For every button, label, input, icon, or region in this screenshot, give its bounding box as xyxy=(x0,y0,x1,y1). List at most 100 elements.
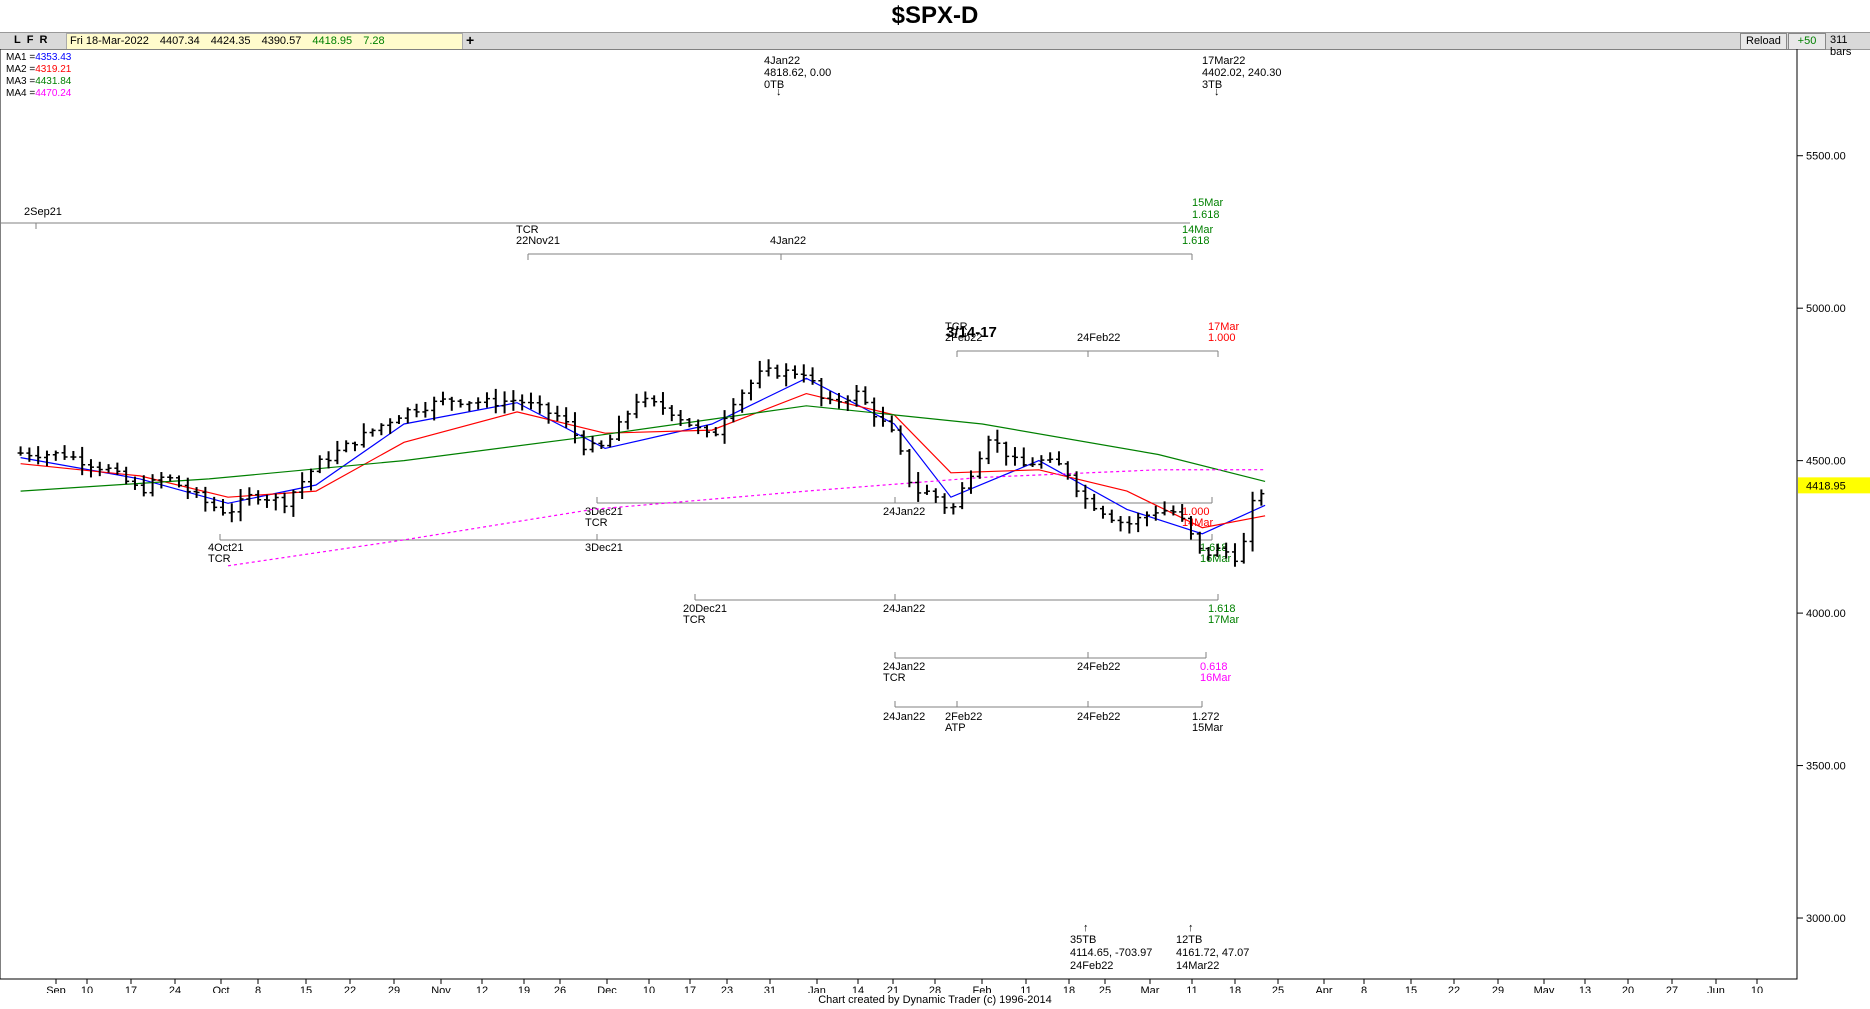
lfr-buttons[interactable]: LFR xyxy=(14,34,53,46)
price-bar xyxy=(703,425,710,438)
price-bar xyxy=(791,365,798,379)
price-bar xyxy=(26,447,33,462)
projection-end-label: 14Mar xyxy=(1182,224,1214,236)
price-bar xyxy=(510,390,517,411)
ma-legend-label: MA3 = xyxy=(6,76,35,87)
price-bar xyxy=(1179,504,1186,522)
arrow-down-icon: ↓ xyxy=(776,86,782,98)
add-icon[interactable]: + xyxy=(466,32,475,48)
price-bar xyxy=(774,364,781,379)
price-bar xyxy=(307,468,314,491)
price-bar xyxy=(800,364,807,383)
annotation-text: 4818.62, 0.00 xyxy=(764,67,831,79)
price-bar xyxy=(343,440,350,453)
projection-label: 24Feb22 xyxy=(1077,332,1120,344)
price-bar xyxy=(1170,505,1177,516)
ma-legend-1: MA1 =4353.43 xyxy=(6,52,72,63)
price-bar xyxy=(1152,505,1159,521)
price-bar xyxy=(888,415,895,433)
price-bar xyxy=(1135,512,1142,533)
x-tick-label: Feb xyxy=(973,985,992,993)
x-tick-label: 29 xyxy=(388,985,400,993)
time-projection-6 xyxy=(894,652,1207,659)
projection-end-label: 1.000 xyxy=(1182,506,1210,518)
x-tick-label: Oct xyxy=(212,985,229,993)
x-tick-label: 10 xyxy=(81,985,93,993)
ma-legend-label: MA2 = xyxy=(6,64,35,75)
y-tick-label: 3000.00 xyxy=(1806,913,1846,925)
price-bar xyxy=(589,435,596,453)
projection-label: 24Feb22 xyxy=(1077,661,1120,673)
time-projection-2 xyxy=(956,350,1219,357)
bar-count: 311 bars xyxy=(1830,34,1852,58)
price-bar xyxy=(351,441,358,452)
y-tick-label: 4000.00 xyxy=(1806,608,1846,620)
ma-legend-label: MA4 = xyxy=(6,88,35,99)
annotation-text: 3/14-17 xyxy=(946,324,997,341)
price-bar xyxy=(422,401,429,418)
price-bar xyxy=(844,395,851,411)
annotation-text: 35TB xyxy=(1070,934,1096,946)
x-tick-label: 29 xyxy=(1492,985,1504,993)
projection-label: TCR xyxy=(945,321,968,333)
annotation-text: 17Mar22 xyxy=(1202,55,1245,67)
price-bar xyxy=(765,359,772,377)
x-tick-label: 8 xyxy=(255,985,261,993)
increment-button[interactable]: +50 xyxy=(1788,33,1826,50)
l-button[interactable]: L xyxy=(14,34,27,46)
projection-label: TCR xyxy=(683,614,706,626)
projection-label: 24Jan22 xyxy=(883,603,925,615)
price-bar xyxy=(1029,457,1036,467)
projection-label: 2Feb22 xyxy=(945,711,982,723)
reload-button[interactable]: Reload xyxy=(1740,33,1787,50)
price-bar xyxy=(35,446,42,465)
x-tick-label: 14 xyxy=(852,985,864,993)
ma-legend-3: MA3 =4431.84 xyxy=(6,76,72,87)
price-bar xyxy=(492,388,499,414)
projection-end-label: 15Mar xyxy=(1192,722,1224,734)
price-bar xyxy=(651,395,658,407)
x-tick-label: 8 xyxy=(1361,985,1367,993)
price-bar xyxy=(360,423,367,448)
price-bar xyxy=(853,384,860,407)
price-bar xyxy=(527,392,534,410)
price-bar xyxy=(1187,515,1194,540)
projection-end-label: 1.618 xyxy=(1208,603,1236,615)
price-bar xyxy=(131,476,138,490)
price-bar xyxy=(43,450,50,467)
x-tick-label: 31 xyxy=(764,985,776,993)
x-tick-label: 24 xyxy=(169,985,181,993)
price-bar xyxy=(756,360,763,389)
price-bar xyxy=(598,440,605,449)
price-bar xyxy=(712,427,719,437)
ma-legend-2: MA2 =4319.21 xyxy=(6,64,72,75)
price-bar xyxy=(228,503,235,523)
x-tick-label: 15 xyxy=(1405,985,1417,993)
x-tick-label: 10 xyxy=(1751,985,1763,993)
price-bar xyxy=(1143,511,1150,527)
price-bar xyxy=(545,402,552,424)
x-tick-label: Jun xyxy=(1707,985,1725,993)
price-bar xyxy=(404,407,411,424)
f-button[interactable]: F xyxy=(26,34,40,46)
price-bar xyxy=(299,472,306,499)
x-tick-label: 21 xyxy=(887,985,899,993)
price-bar xyxy=(167,474,174,482)
price-bar xyxy=(915,472,922,502)
r-button[interactable]: R xyxy=(39,34,54,46)
price-bar xyxy=(862,386,869,405)
price-bar xyxy=(967,470,974,494)
x-tick-label: 15 xyxy=(300,985,312,993)
x-tick-label: 22 xyxy=(1448,985,1460,993)
x-tick-label: 17 xyxy=(125,985,137,993)
projection-end-label: 15Mar xyxy=(1192,197,1224,209)
price-chart[interactable]: 5500.00 5000.00 4500.00 4000.00 3500.00 3000.… xyxy=(0,49,1870,993)
annotation-text: 4114.65, -703.97 xyxy=(1070,947,1152,959)
price-bar xyxy=(105,464,112,473)
price-bar xyxy=(783,363,790,387)
projection-label: 3Dec21 xyxy=(585,506,623,518)
price-bar xyxy=(1214,543,1221,557)
price-bar xyxy=(96,461,103,477)
projection-end-label: 1.618 xyxy=(1192,209,1220,221)
